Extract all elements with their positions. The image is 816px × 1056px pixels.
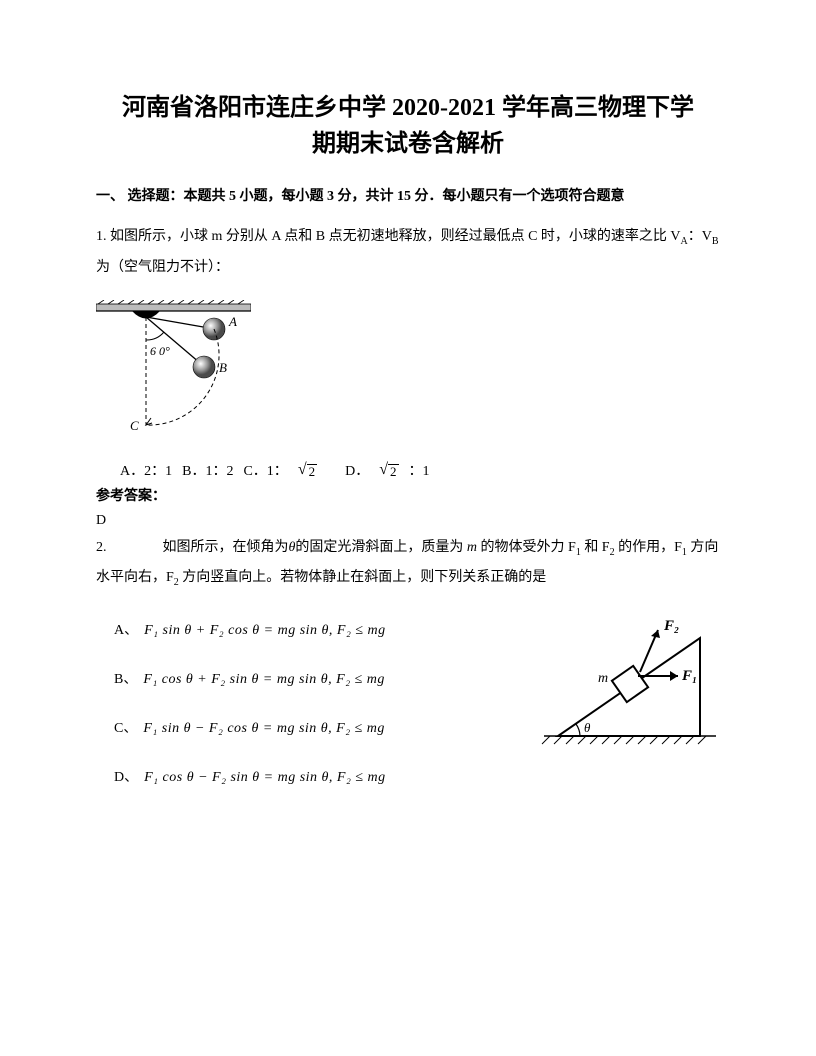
q1-optD-suf: ：1 bbox=[409, 459, 430, 484]
sqrt-icon: √2 bbox=[298, 463, 317, 479]
title-line2: 期期末试卷含解析 bbox=[312, 131, 504, 157]
q1-subB: B bbox=[712, 236, 719, 247]
q1-text: 1. 如图所示，小球 m 分别从 A 点和 B 点无初速地释放，则经过最低点 C… bbox=[96, 222, 720, 284]
q1-optB: B．1：2 bbox=[182, 459, 233, 484]
q1-pre: 1. 如图所示，小球 m 分别从 A 点和 B 点无初速地释放，则经过最低点 C… bbox=[96, 229, 681, 244]
q2-optA: A、 F₁ sin θ + F₂ cos θ = mg sin θ, F₂ ≤ … bbox=[114, 620, 540, 641]
fig2-f1: F₁ bbox=[681, 668, 697, 684]
q2-pre: 2. 如图所示，在倾角为 bbox=[96, 540, 289, 555]
q2-m1: 的固定光滑斜面上，质量为 bbox=[295, 540, 467, 555]
fig1-label-b: B bbox=[219, 360, 227, 375]
fig2-f2: F₂ bbox=[663, 618, 679, 634]
q2-optC: C、 F₁ sin θ − F₂ cos θ = mg sin θ, F₂ ≤ … bbox=[114, 718, 540, 739]
q1-answer-label: 参考答案： bbox=[96, 486, 720, 508]
q2-m3: 和 F bbox=[581, 540, 610, 555]
q2-optD: D、 F₁ cos θ − F₂ sin θ = mg sin θ, F₂ ≤ … bbox=[114, 767, 540, 788]
q2-optB: B、 F₁ cos θ + F₂ sin θ = mg sin θ, F₂ ≤ … bbox=[114, 669, 540, 690]
title-line1: 河南省洛阳市连庄乡中学 2020-2021 学年高三物理下学 bbox=[122, 95, 694, 121]
fig1-label-a: A bbox=[228, 314, 237, 329]
q1-mid: ：V bbox=[688, 229, 712, 244]
q1-subA: A bbox=[681, 236, 688, 247]
q1-answer: D bbox=[96, 510, 720, 532]
page-title: 河南省洛阳市连庄乡中学 2020-2021 学年高三物理下学 期期末试卷含解析 bbox=[96, 90, 720, 162]
q1-options: A．2：1 B．1：2 C．1： √2 D． √2 ：1 bbox=[120, 459, 720, 484]
exam-page: 河南省洛阳市连庄乡中学 2020-2021 学年高三物理下学 期期末试卷含解析 … bbox=[0, 0, 816, 1056]
sqrt-icon: √2 bbox=[379, 463, 398, 479]
q1-optA: A．2：1 bbox=[120, 459, 172, 484]
q1-figure: A B 6 0° C bbox=[96, 300, 251, 440]
fig1-angle: 6 0° bbox=[150, 344, 170, 358]
q2-m: m bbox=[467, 540, 477, 555]
fig1-label-c: C bbox=[130, 418, 139, 433]
fig2-theta: θ bbox=[584, 720, 591, 735]
q2-body: A、 F₁ sin θ + F₂ cos θ = mg sin θ, F₂ ≤ … bbox=[96, 604, 720, 816]
section-header: 一、 选择题：本题共 5 小题，每小题 3 分，共计 15 分．每小题只有一个选… bbox=[96, 186, 720, 208]
q2-m4: 的作用，F bbox=[615, 540, 682, 555]
q2-text: 2. 如图所示，在倾角为θ的固定光滑斜面上，质量为 m 的物体受外力 F1 和 … bbox=[96, 533, 720, 595]
fig2-m: m bbox=[598, 671, 608, 686]
q1-suf: 为（空气阻力不计）： bbox=[96, 260, 229, 275]
q2-m2: 的物体受外力 F bbox=[477, 540, 576, 555]
q2-m6: 方向竖直向上。若物体静止在斜面上，则下列关系正确的是 bbox=[179, 570, 547, 585]
q1-optD-pre: D． bbox=[345, 459, 369, 484]
q1-optC-pre: C．1： bbox=[243, 459, 287, 484]
q2-options: A、 F₁ sin θ + F₂ cos θ = mg sin θ, F₂ ≤ … bbox=[114, 620, 540, 816]
q2-figure: θ m F₁ F₂ bbox=[540, 614, 720, 754]
